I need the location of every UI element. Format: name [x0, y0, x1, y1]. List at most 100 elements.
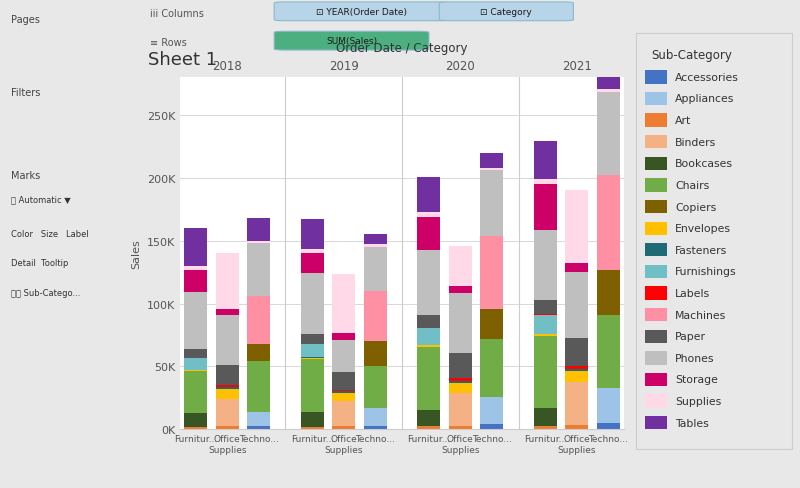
Bar — [185, 413, 207, 427]
Bar — [449, 246, 471, 286]
Text: Sheet 1: Sheet 1 — [148, 51, 217, 69]
Bar — [534, 315, 557, 334]
Bar — [301, 249, 323, 254]
Bar — [301, 358, 323, 359]
Bar — [597, 315, 619, 388]
Text: ⊡ Category: ⊡ Category — [481, 8, 532, 17]
Bar — [481, 168, 503, 171]
Bar — [301, 344, 323, 345]
Bar — [301, 345, 323, 357]
FancyBboxPatch shape — [274, 3, 450, 21]
Bar — [418, 177, 440, 212]
Bar — [247, 241, 270, 244]
Bar — [534, 142, 557, 179]
Text: iii Columns: iii Columns — [150, 9, 204, 19]
Bar — [364, 366, 386, 408]
Text: Tables: Tables — [675, 418, 709, 428]
Bar — [216, 399, 238, 427]
Bar — [646, 114, 667, 127]
Bar — [185, 349, 207, 358]
Bar — [418, 212, 440, 218]
Bar — [247, 362, 270, 412]
Bar — [418, 328, 440, 329]
Bar — [216, 254, 238, 309]
Bar — [646, 136, 667, 149]
FancyBboxPatch shape — [274, 32, 429, 51]
Bar — [646, 395, 667, 408]
Bar — [185, 427, 207, 429]
Bar — [185, 372, 207, 413]
Text: Pages: Pages — [11, 15, 40, 24]
Bar — [333, 427, 355, 429]
Bar — [449, 379, 471, 381]
Bar — [534, 230, 557, 300]
Bar — [418, 315, 440, 328]
Bar — [646, 244, 667, 257]
X-axis label: Order Date / Category: Order Date / Category — [336, 42, 468, 55]
Bar — [597, 270, 619, 315]
Bar — [216, 309, 238, 315]
Text: Labels: Labels — [675, 288, 710, 298]
Bar — [597, 89, 619, 93]
Bar — [481, 153, 503, 168]
Bar — [364, 291, 386, 342]
Bar — [418, 250, 440, 315]
Bar — [216, 427, 238, 429]
Text: ⬛⬛ Sub-Catego...: ⬛⬛ Sub-Catego... — [11, 288, 81, 297]
Bar — [301, 359, 323, 412]
Text: SUM(Sales): SUM(Sales) — [326, 37, 377, 46]
Bar — [333, 372, 355, 390]
Text: Art: Art — [675, 116, 691, 126]
Bar — [247, 412, 270, 426]
Bar — [534, 408, 557, 426]
Bar — [247, 296, 270, 344]
Bar — [646, 308, 667, 322]
Bar — [418, 427, 440, 429]
Bar — [597, 72, 619, 89]
Bar — [364, 426, 386, 429]
Text: Sub-Category: Sub-Category — [651, 49, 733, 61]
Bar — [481, 339, 503, 397]
Bar — [597, 423, 619, 429]
Text: ⊡ YEAR(Order Date): ⊡ YEAR(Order Date) — [316, 8, 407, 17]
Bar — [534, 179, 557, 185]
Bar — [566, 425, 588, 429]
Text: Furnishings: Furnishings — [675, 267, 737, 277]
Bar — [566, 372, 588, 383]
Bar — [364, 235, 386, 245]
Bar — [301, 427, 323, 429]
Bar — [534, 334, 557, 335]
Text: Chairs: Chairs — [675, 181, 710, 190]
Bar — [646, 222, 667, 235]
Bar — [481, 397, 503, 425]
Bar — [646, 416, 667, 429]
Bar — [449, 286, 471, 293]
Bar — [534, 314, 557, 315]
Bar — [481, 309, 503, 339]
Bar — [646, 71, 667, 84]
Text: Copiers: Copiers — [675, 202, 716, 212]
Bar — [534, 337, 557, 408]
Bar — [481, 236, 503, 309]
Bar — [364, 245, 386, 247]
Bar — [646, 351, 667, 365]
Bar — [247, 426, 270, 429]
Bar — [449, 426, 471, 429]
Text: Machines: Machines — [675, 310, 726, 320]
Bar — [418, 346, 440, 347]
Bar — [333, 391, 355, 393]
Bar — [566, 369, 588, 372]
Bar — [333, 340, 355, 372]
FancyBboxPatch shape — [439, 3, 574, 21]
Text: Appliances: Appliances — [675, 94, 734, 104]
Bar — [216, 386, 238, 387]
Bar — [247, 244, 270, 296]
Bar — [364, 408, 386, 426]
Bar — [566, 338, 588, 366]
Bar — [185, 359, 207, 370]
Bar — [216, 315, 238, 366]
Bar — [333, 334, 355, 340]
Bar — [566, 191, 588, 264]
Bar — [418, 410, 440, 427]
Bar — [301, 254, 323, 274]
